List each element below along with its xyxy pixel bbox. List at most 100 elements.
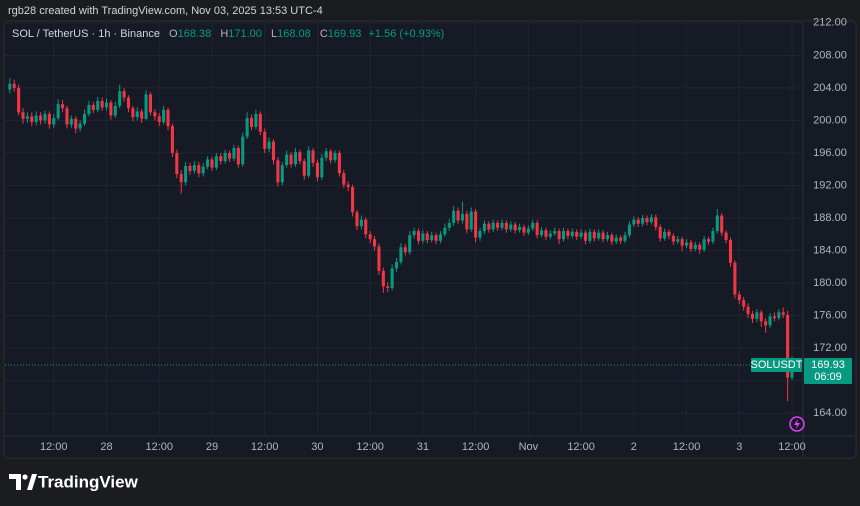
candle-body [337, 152, 341, 174]
candle-body [663, 231, 667, 239]
candle-body [737, 294, 741, 301]
candle-body [583, 232, 588, 241]
candle-body [113, 105, 117, 116]
candle-body [544, 230, 548, 237]
y-tick-label: 172.00 [813, 342, 847, 354]
labels: 164.00168.00172.00176.00180.00184.00188.… [40, 17, 852, 453]
y-tick-label: 188.00 [813, 212, 847, 224]
y-tick-label: 212.00 [813, 17, 847, 29]
candle-body [346, 184, 350, 188]
candle-body [610, 235, 614, 242]
candle-body [43, 113, 47, 121]
candle-body [702, 239, 706, 250]
x-tick-label: 29 [206, 441, 218, 453]
candle-body [777, 312, 781, 319]
x-tick-label: 12:00 [251, 441, 279, 453]
candle-body [614, 237, 618, 242]
candle-body [175, 152, 179, 175]
candle-body [74, 118, 78, 129]
candle-body [131, 108, 135, 118]
candle-body [654, 217, 658, 227]
candle-body [342, 173, 346, 185]
candle-body [219, 156, 223, 162]
candle-body [540, 230, 544, 236]
candle-body [496, 222, 500, 228]
alert-icon[interactable] [789, 416, 805, 432]
y-tick-label: 192.00 [813, 179, 847, 191]
candle-body [430, 235, 434, 240]
legend: SOL / TetherUS · 1h · Binance O168.38 H1… [12, 28, 444, 40]
candle-body [746, 306, 750, 314]
candle-body [34, 115, 38, 123]
symbol-tag-text: SOLUSDT [751, 359, 803, 371]
candle-body [228, 152, 232, 159]
candle-body [750, 313, 755, 319]
candle-body [649, 217, 653, 223]
candle-body [140, 111, 144, 119]
candle-body [162, 109, 166, 123]
x-tick-label: 3 [736, 441, 742, 453]
candle-body [78, 123, 82, 129]
candle-body [104, 102, 109, 108]
candle-body [434, 235, 438, 241]
candle-body [267, 141, 271, 149]
candle-body [12, 83, 16, 88]
candle-body [87, 104, 91, 114]
candle-body [632, 219, 636, 225]
candle-body [724, 232, 728, 240]
x-tick-label: 31 [417, 441, 429, 453]
candle-body [206, 159, 210, 167]
tv-logo [9, 474, 37, 490]
candle-body [320, 157, 324, 178]
candle-body [706, 239, 711, 242]
candle-body [478, 231, 482, 238]
candle-body [513, 224, 517, 231]
ohlc-key: C [319, 28, 328, 40]
candle-body [188, 165, 192, 171]
candle-body [522, 226, 526, 233]
candle-body [469, 211, 473, 230]
candle-body [381, 270, 385, 287]
x-tick-label: 12:00 [356, 441, 384, 453]
candle-body [575, 231, 579, 237]
candle-body [623, 235, 627, 241]
y-tick-label: 176.00 [813, 310, 847, 322]
candle-body [118, 91, 122, 106]
x-tick-label: 2 [631, 441, 637, 453]
candle-body [390, 268, 394, 288]
chart-panel [3, 20, 857, 459]
candle-body [280, 165, 284, 183]
x-tick-label: 28 [100, 441, 112, 453]
candle-body [531, 222, 535, 229]
candle-body [733, 262, 737, 295]
candle-body [184, 165, 188, 183]
candle-body [52, 117, 56, 125]
candle-body [728, 239, 733, 263]
candle-body [482, 223, 486, 232]
candle-body [17, 87, 21, 113]
candle-body [254, 113, 258, 127]
candle-body [249, 117, 254, 127]
candle-body [201, 166, 205, 174]
candle-body [588, 231, 592, 241]
candle-body [289, 154, 293, 165]
candle-body [689, 242, 693, 249]
candle-body [452, 210, 456, 223]
candle-body [755, 312, 759, 319]
candle-body [126, 97, 131, 109]
y-tick-label: 208.00 [813, 49, 847, 61]
candle-body [491, 222, 495, 230]
x-tick-label: 12:00 [567, 441, 595, 453]
candle-body [412, 231, 416, 236]
candle-body [627, 224, 631, 236]
candle-body [619, 237, 623, 241]
candle-body [399, 247, 403, 262]
ohlc-key: L [270, 28, 278, 40]
candle-body [170, 126, 174, 153]
brand: TradingView [38, 472, 139, 491]
candle-body [561, 231, 566, 240]
candle-body [526, 228, 530, 233]
candle-body [566, 231, 570, 236]
candle-body [535, 222, 539, 236]
